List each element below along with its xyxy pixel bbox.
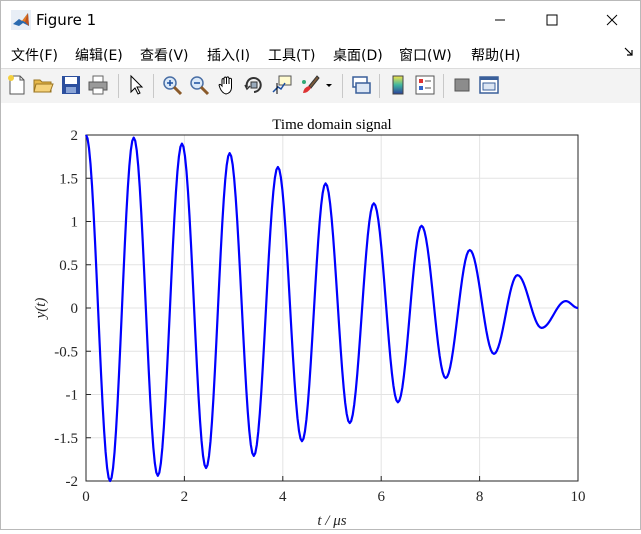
figure-canvas[interactable]: 0 2 4 6 8 10 -2 -1.5 -1 -0.5 0 0.5 1 1.5 2 Time domain… bbox=[1, 103, 640, 529]
toolbar-separator bbox=[379, 74, 380, 98]
x-tick-label: 6 bbox=[377, 489, 385, 505]
x-axis-label: t / μs bbox=[317, 513, 346, 529]
chart-title: Time domain signal bbox=[272, 117, 391, 133]
minimize-icon bbox=[495, 19, 505, 21]
y-tick-label: 0.5 bbox=[59, 258, 78, 274]
x-tick-label: 8 bbox=[476, 489, 484, 505]
close-button[interactable] bbox=[589, 1, 635, 39]
zoom-out-icon[interactable] bbox=[188, 74, 210, 96]
y-tick-label: -1.5 bbox=[54, 431, 78, 447]
title-bar[interactable]: Figure 1 bbox=[1, 1, 640, 39]
x-tick-label: 10 bbox=[571, 489, 586, 505]
y-tick-label: -0.5 bbox=[54, 344, 78, 360]
y-tick-label: 1 bbox=[71, 215, 79, 231]
y-tick-label: -1 bbox=[66, 388, 79, 404]
menu-insert[interactable]: 插入(I) bbox=[207, 48, 251, 64]
menu-bar: 文件(F) 编辑(E) 查看(V) 插入(I) 工具(T) 桌面(D) 窗口(W… bbox=[1, 39, 640, 68]
pan-hand-icon[interactable] bbox=[216, 74, 238, 96]
legend-icon[interactable] bbox=[414, 74, 436, 96]
matlab-logo-icon bbox=[11, 10, 31, 30]
y-tick-label: 0 bbox=[71, 301, 79, 317]
new-figure-icon[interactable] bbox=[6, 74, 28, 96]
toolbar-separator bbox=[153, 74, 154, 98]
menu-edit[interactable]: 编辑(E) bbox=[75, 48, 123, 64]
toolbar-separator bbox=[443, 74, 444, 98]
x-tick-label: 4 bbox=[279, 489, 287, 505]
open-file-icon[interactable] bbox=[32, 74, 54, 96]
window-title: Figure 1 bbox=[36, 11, 97, 29]
x-tick-label: 0 bbox=[82, 489, 90, 505]
menu-help[interactable]: 帮助(H) bbox=[471, 48, 521, 64]
save-icon[interactable] bbox=[60, 74, 82, 96]
menu-desktop[interactable]: 桌面(D) bbox=[333, 48, 383, 64]
data-cursor-icon[interactable] bbox=[271, 74, 293, 96]
toolbar-separator bbox=[118, 74, 119, 98]
colorbar-icon[interactable] bbox=[387, 74, 409, 96]
minimize-button[interactable] bbox=[477, 1, 523, 39]
menu-window[interactable]: 窗口(W) bbox=[399, 48, 452, 64]
maximize-button[interactable] bbox=[529, 1, 575, 39]
close-icon bbox=[606, 14, 618, 26]
print-icon[interactable] bbox=[87, 74, 109, 96]
y-tick-label: 2 bbox=[71, 128, 79, 144]
y-tick-label: 1.5 bbox=[59, 171, 78, 187]
hide-plot-tools-icon[interactable] bbox=[451, 74, 473, 96]
menu-view[interactable]: 查看(V) bbox=[140, 48, 189, 64]
line-chart[interactable]: 0 2 4 6 8 10 -2 -1.5 -1 -0.5 0 0.5 1 1.5 2 Time domain… bbox=[1, 103, 640, 529]
show-plot-tools-icon[interactable] bbox=[478, 74, 500, 96]
series-line bbox=[84, 134, 579, 483]
dock-arrow-icon[interactable] bbox=[624, 47, 634, 57]
menu-tools[interactable]: 工具(T) bbox=[268, 48, 316, 64]
pointer-icon[interactable] bbox=[125, 74, 147, 96]
chevron-down-icon[interactable] bbox=[323, 74, 335, 96]
y-tick-label: -2 bbox=[66, 474, 79, 490]
y-axis-label: y(t) bbox=[33, 298, 49, 321]
maximize-icon bbox=[546, 14, 558, 26]
figure-toolbar bbox=[1, 68, 640, 104]
toolbar-separator bbox=[342, 74, 343, 98]
menu-file[interactable]: 文件(F) bbox=[11, 48, 58, 64]
link-plot-icon[interactable] bbox=[350, 74, 372, 96]
brush-icon[interactable] bbox=[299, 74, 321, 96]
x-tick-label: 2 bbox=[181, 489, 189, 505]
zoom-in-icon[interactable] bbox=[161, 74, 183, 96]
rotate-3d-icon[interactable] bbox=[243, 74, 265, 96]
